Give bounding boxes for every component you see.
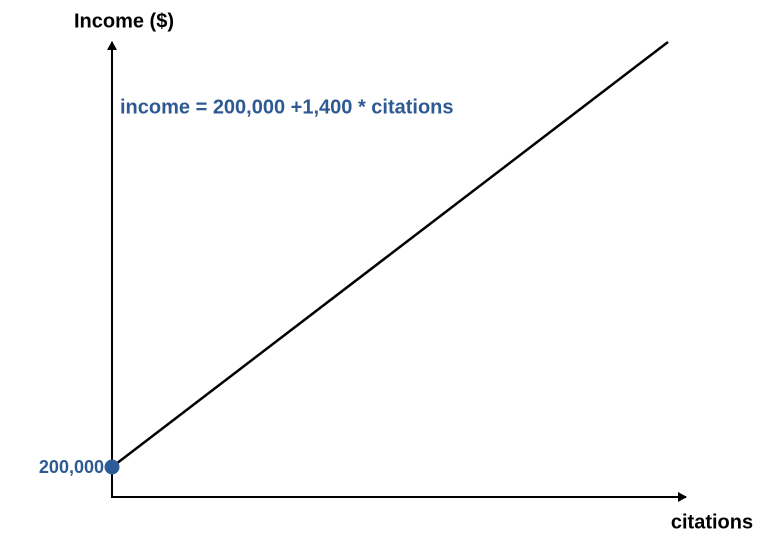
equation: income = 200,000 +1,400 * citations bbox=[120, 96, 454, 118]
x-axis-label: citations bbox=[671, 511, 753, 533]
y-axis-label: Income ($) bbox=[74, 10, 174, 32]
intercept-point bbox=[104, 459, 120, 475]
regression-line bbox=[111, 41, 669, 468]
intercept-label: 200,000 bbox=[39, 457, 104, 477]
